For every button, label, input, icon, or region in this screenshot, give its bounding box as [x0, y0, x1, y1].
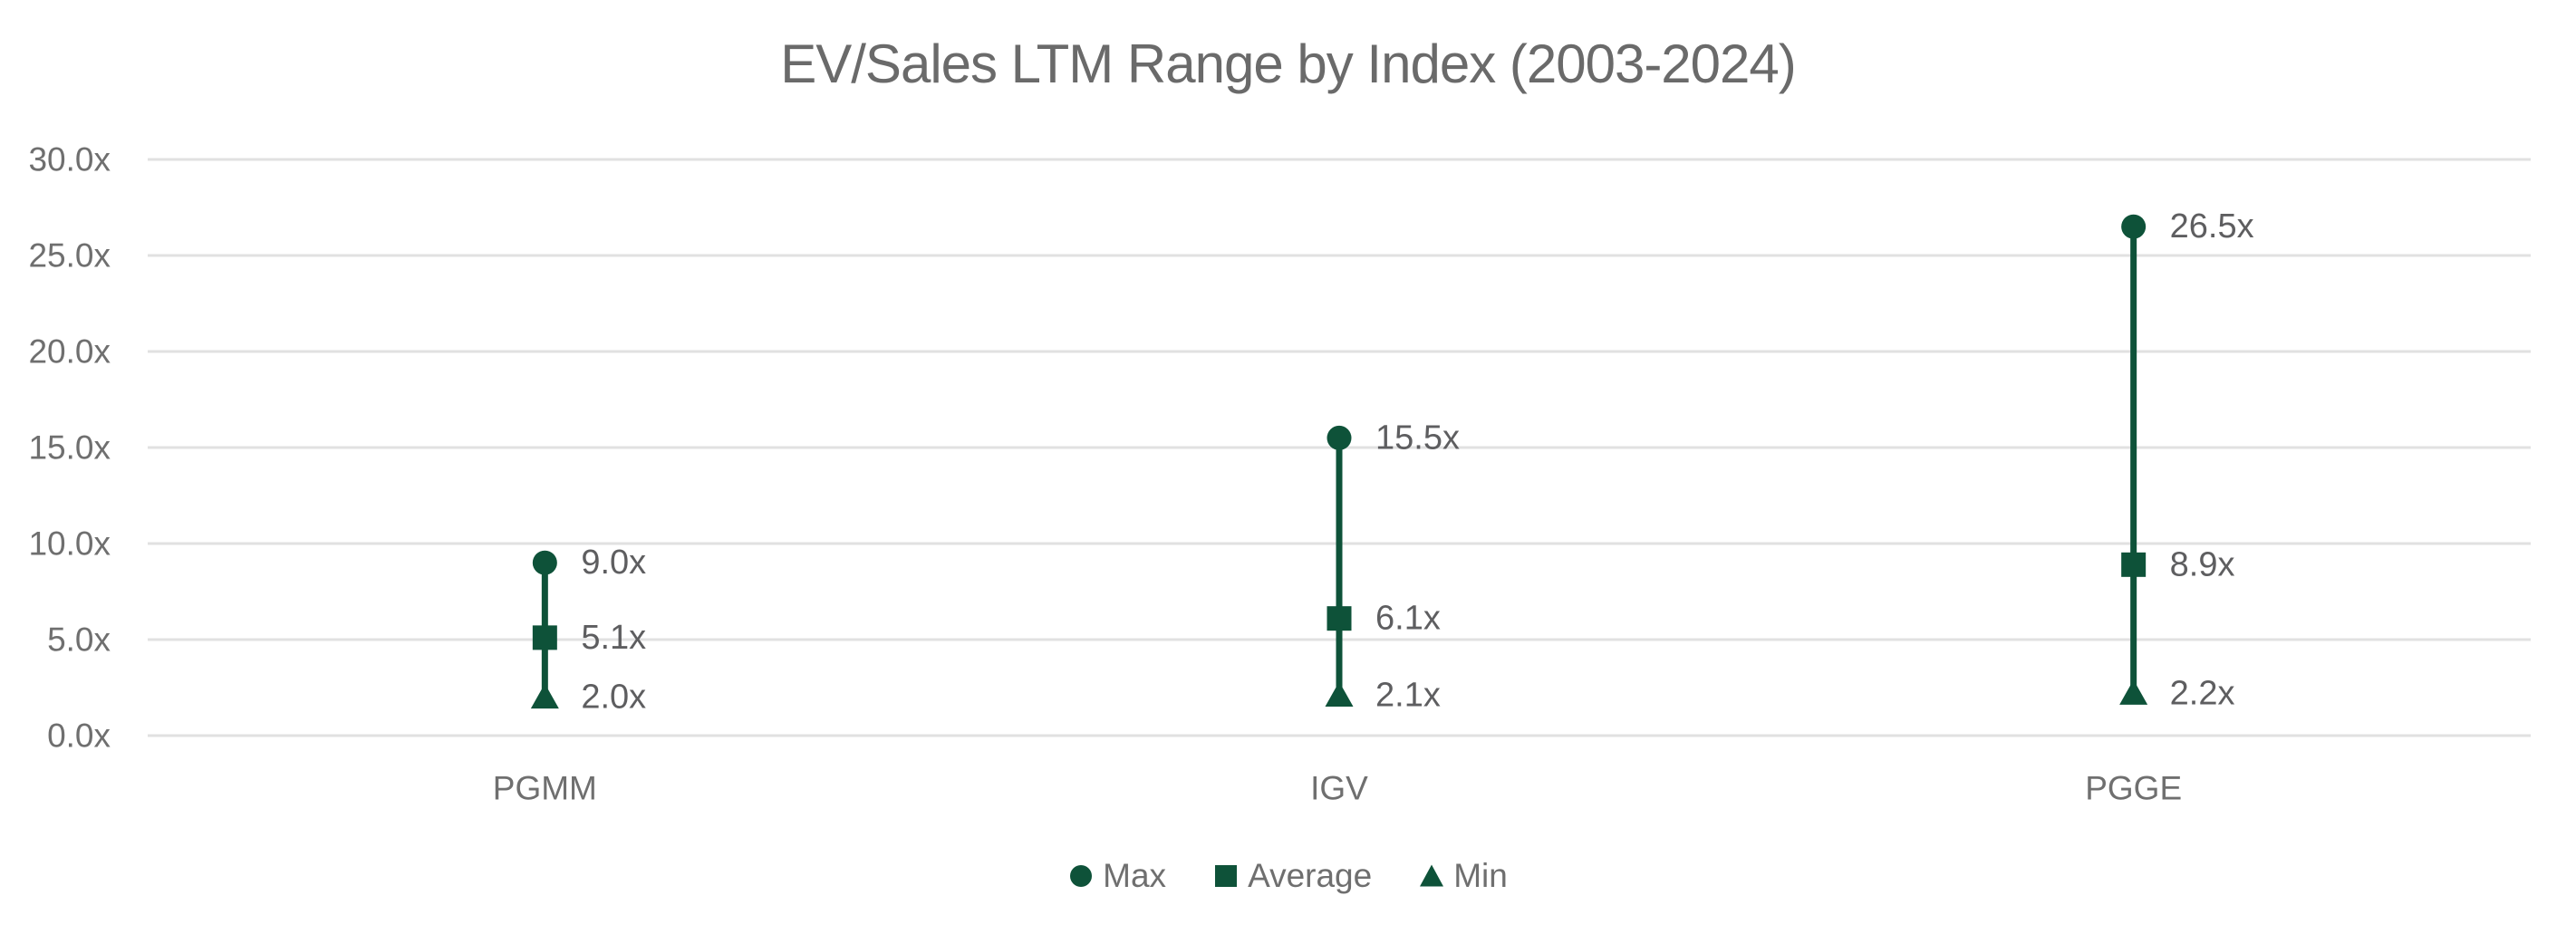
- y-axis-tick-label: 10.0x: [28, 525, 111, 563]
- data-label: 2.2x: [2170, 674, 2235, 712]
- data-label: 2.0x: [581, 679, 646, 717]
- max-marker-circle: [1327, 425, 1352, 450]
- legend-item-min: Min: [1419, 857, 1508, 895]
- average-marker-square: [532, 625, 557, 650]
- data-label: 2.1x: [1375, 676, 1441, 714]
- average-marker-square: [1327, 606, 1352, 631]
- data-label: 15.5x: [1375, 419, 1460, 457]
- y-axis-tick-label: 0.0x: [47, 717, 111, 755]
- max-marker-circle: [532, 550, 557, 575]
- min-marker-triangle: [530, 683, 559, 709]
- legend-marker-circle: [1070, 865, 1093, 887]
- legend-label: Average: [1248, 857, 1373, 894]
- y-axis-tick-label: 5.0x: [47, 621, 111, 659]
- x-axis-category-label: PGGE: [2085, 770, 2182, 807]
- min-marker-triangle: [1325, 681, 1354, 707]
- data-label: 8.9x: [2170, 545, 2235, 583]
- legend-label: Max: [1103, 857, 1167, 894]
- data-label: 26.5x: [2170, 207, 2254, 246]
- legend-item-max: Max: [1068, 857, 1166, 895]
- chart-legend: Max Average Min: [0, 857, 2576, 895]
- data-label: 9.0x: [581, 544, 646, 582]
- y-axis-tick-label: 20.0x: [28, 333, 111, 371]
- y-axis-tick-label: 15.0x: [28, 429, 111, 467]
- x-axis-category-label: IGV: [1310, 770, 1368, 807]
- y-axis-tick-label: 30.0x: [28, 141, 111, 178]
- min-marker-triangle: [2119, 679, 2148, 705]
- data-label: 5.1x: [581, 619, 646, 657]
- legend-marker-triangle: [1420, 864, 1444, 887]
- max-marker-circle: [2121, 214, 2147, 239]
- average-marker-square: [2121, 552, 2147, 577]
- legend-item-average: Average: [1213, 857, 1372, 895]
- legend-label: Min: [1453, 857, 1508, 894]
- x-axis-category-label: PGMM: [493, 770, 597, 807]
- y-axis-tick-label: 25.0x: [28, 237, 111, 274]
- legend-marker-square: [1215, 865, 1238, 887]
- data-label: 6.1x: [1375, 600, 1441, 638]
- chart-title: EV/Sales LTM Range by Index (2003-2024): [780, 34, 1797, 94]
